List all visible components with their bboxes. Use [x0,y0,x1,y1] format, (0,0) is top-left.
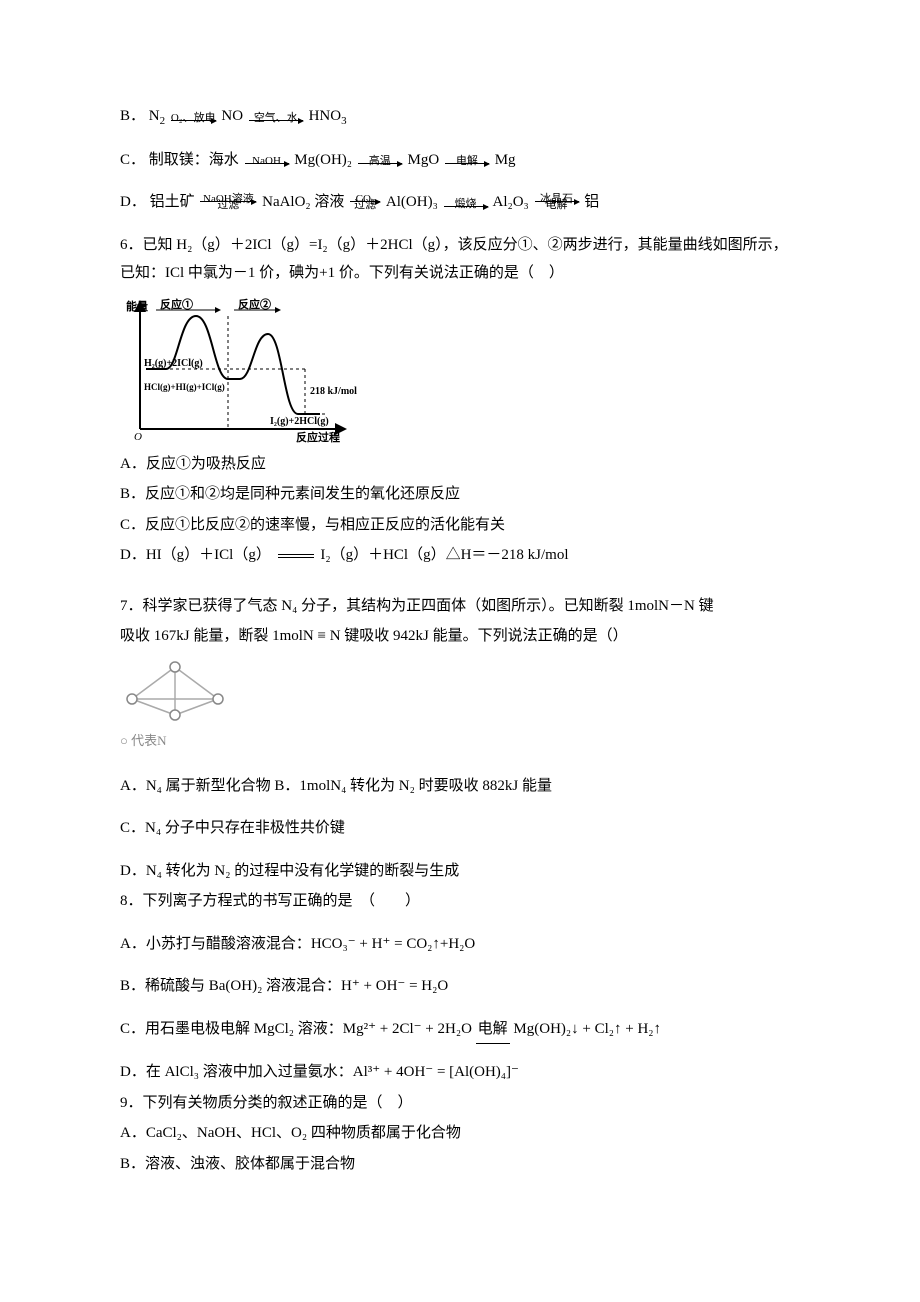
reaction-arrow: 煅烧 [444,199,488,207]
formula-text: NO [221,108,243,124]
q7-option-d: D．N₄ 转化为 N₂ 的过程中没有化学键的断裂与生成 [120,857,800,886]
q6-option-c: C．反应①比反应②的速率慢，与相应正反应的活化能有关 [120,511,800,540]
q7-option-ab: A．N₄ 属于新型化合物 B．1molN₄ 转化为 N₂ 时要吸收 882kJ … [120,772,800,801]
formula-text: Mg(OH)₂ [294,152,352,168]
svg-text:O: O [134,431,142,443]
reaction-arrow: 高温 [358,156,402,164]
q6-option-a: A．反应①为吸热反应 [120,450,800,479]
label-reactant: H₂(g)+2ICl(g) [144,358,203,369]
subscript: 3 [341,115,347,127]
subscript: 2 [160,115,166,127]
q6-option-b: B．反应①和②均是同种元素间发生的氧化还原反应 [120,480,800,509]
equilibrium-sign [278,554,314,558]
text: 制取镁：海水 [149,152,239,168]
electrolysis-label: 电解 [476,1015,510,1045]
formula-text: Al(OH)₃ [386,194,438,210]
arrow-condition-top: 电解 [445,156,489,167]
formula-text: Al₂O₃ [493,194,529,210]
q7-stem-line1: 7．科学家已获得了气态 N₄ 分子，其结构为正四面体（如图所示）。已知断裂 1m… [120,592,800,621]
q5-option-b: B． N2 O₂、放电 NO 空气、水 HNO3 [120,102,800,132]
text: Mg(OH)₂↓ + Cl₂↑ + H₂↑ [513,1021,661,1037]
formula-text: MgO [408,152,440,168]
q9-option-b: B．溶液、浊液、胶体都属于混合物 [120,1150,800,1179]
q7-option-c: C．N₄ 分子中只存在非极性共价键 [120,814,800,843]
reaction-arrow: 电解 [445,156,489,164]
q7-stem-line2: 吸收 167kJ 能量，断裂 1molN ≡ N 键吸收 942kJ 能量。下列… [120,622,800,651]
reaction-arrow: 冰晶石 电解 [535,194,579,211]
q9-option-a: A．CaCl₂、NaOH、HCl、O₂ 四种物质都属于化合物 [120,1119,800,1148]
q8-option-a: A．小苏打与醋酸溶液混合：HCO₃⁻ + H⁺ = CO₂↑+H₂O [120,930,800,959]
formula-text: HNO [309,108,342,124]
option-label: C． [120,146,145,175]
label-step2: 反应② [238,297,271,311]
y-axis-label: 能量 [126,299,148,313]
q5-option-c: C． 制取镁：海水 NaOH Mg(OH)₂ 高温 MgO 电解 Mg [120,146,800,175]
q6-energy-diagram: 能量 反应过程 O 反应① 反应② H₂(g)+2ICl(g) HCl(g)+H… [120,294,800,444]
figure-caption: ○ 代表N [120,729,800,754]
formula-text: N [149,108,160,124]
label-product: I₂(g)+2HCl(g) [270,416,329,427]
reaction-arrow: CO₂ 过滤 [350,194,380,211]
formula-text: NaAlO₂ 溶液 [262,194,344,210]
reaction-arrow: NaOH [245,156,289,164]
formula-text: 铝 [584,194,599,210]
option-label: D． [120,188,146,217]
q6-stem: 6．已知 H₂（g）＋2ICl（g）=I₂（g）＋2HCl（g），该反应分①、②… [120,231,800,288]
text: 铝土矿 [150,194,195,210]
text: C．用石墨电极电解 MgCl₂ 溶液：Mg²⁺ + 2Cl⁻ + 2H₂O [120,1021,472,1037]
q6-option-d: D．HI（g）＋ICl（g） I₂（g）＋HCl（g）△H＝－218 kJ/mo… [120,541,800,570]
text: I₂（g）＋HCl（g）△H＝－218 kJ/mol [320,547,568,563]
label-step1: 反应① [160,297,193,311]
arrow-condition-top: 煅烧 [444,199,488,210]
arrow-condition-top: 空气、水 [249,113,303,124]
q8-option-c: C．用石墨电极电解 MgCl₂ 溶液：Mg²⁺ + 2Cl⁻ + 2H₂O 电解… [120,1015,800,1045]
q5-option-d: D． 铝土矿 NaOH溶液 过滤 NaAlO₂ 溶液 CO₂ 过滤 Al(OH)… [120,188,800,217]
label-delta: 218 kJ/mol [310,386,357,397]
q8-stem: 8．下列离子方程式的书写正确的是 （ ） [120,887,800,916]
reaction-arrow: 空气、水 [249,113,303,121]
arrow-condition-top: O₂、放电 [171,113,216,124]
q7-tetrahedron-figure: ○ 代表N [120,657,800,754]
label-intermediate: HCl(g)+HI(g)+ICl(g) [144,382,225,392]
option-label: B． [120,102,145,131]
reaction-arrow: O₂、放电 [171,113,216,121]
q8-option-b: B．稀硫酸与 Ba(OH)₂ 溶液混合：H⁺ + OH⁻ = H₂O [120,972,800,1001]
x-axis-label: 反应过程 [296,430,340,444]
text: D．HI（g）＋ICl（g） [120,547,271,563]
formula-text: Mg [495,152,516,168]
arrow-condition-top: 高温 [358,156,402,167]
q8-option-d: D．在 AlCl₃ 溶液中加入过量氨水：Al³⁺ + 4OH⁻ = [Al(OH… [120,1058,800,1087]
reaction-arrow: NaOH溶液 过滤 [200,194,256,211]
arrow-condition-top: NaOH [245,156,289,167]
q9-stem: 9．下列有关物质分类的叙述正确的是（ ） [120,1089,800,1118]
